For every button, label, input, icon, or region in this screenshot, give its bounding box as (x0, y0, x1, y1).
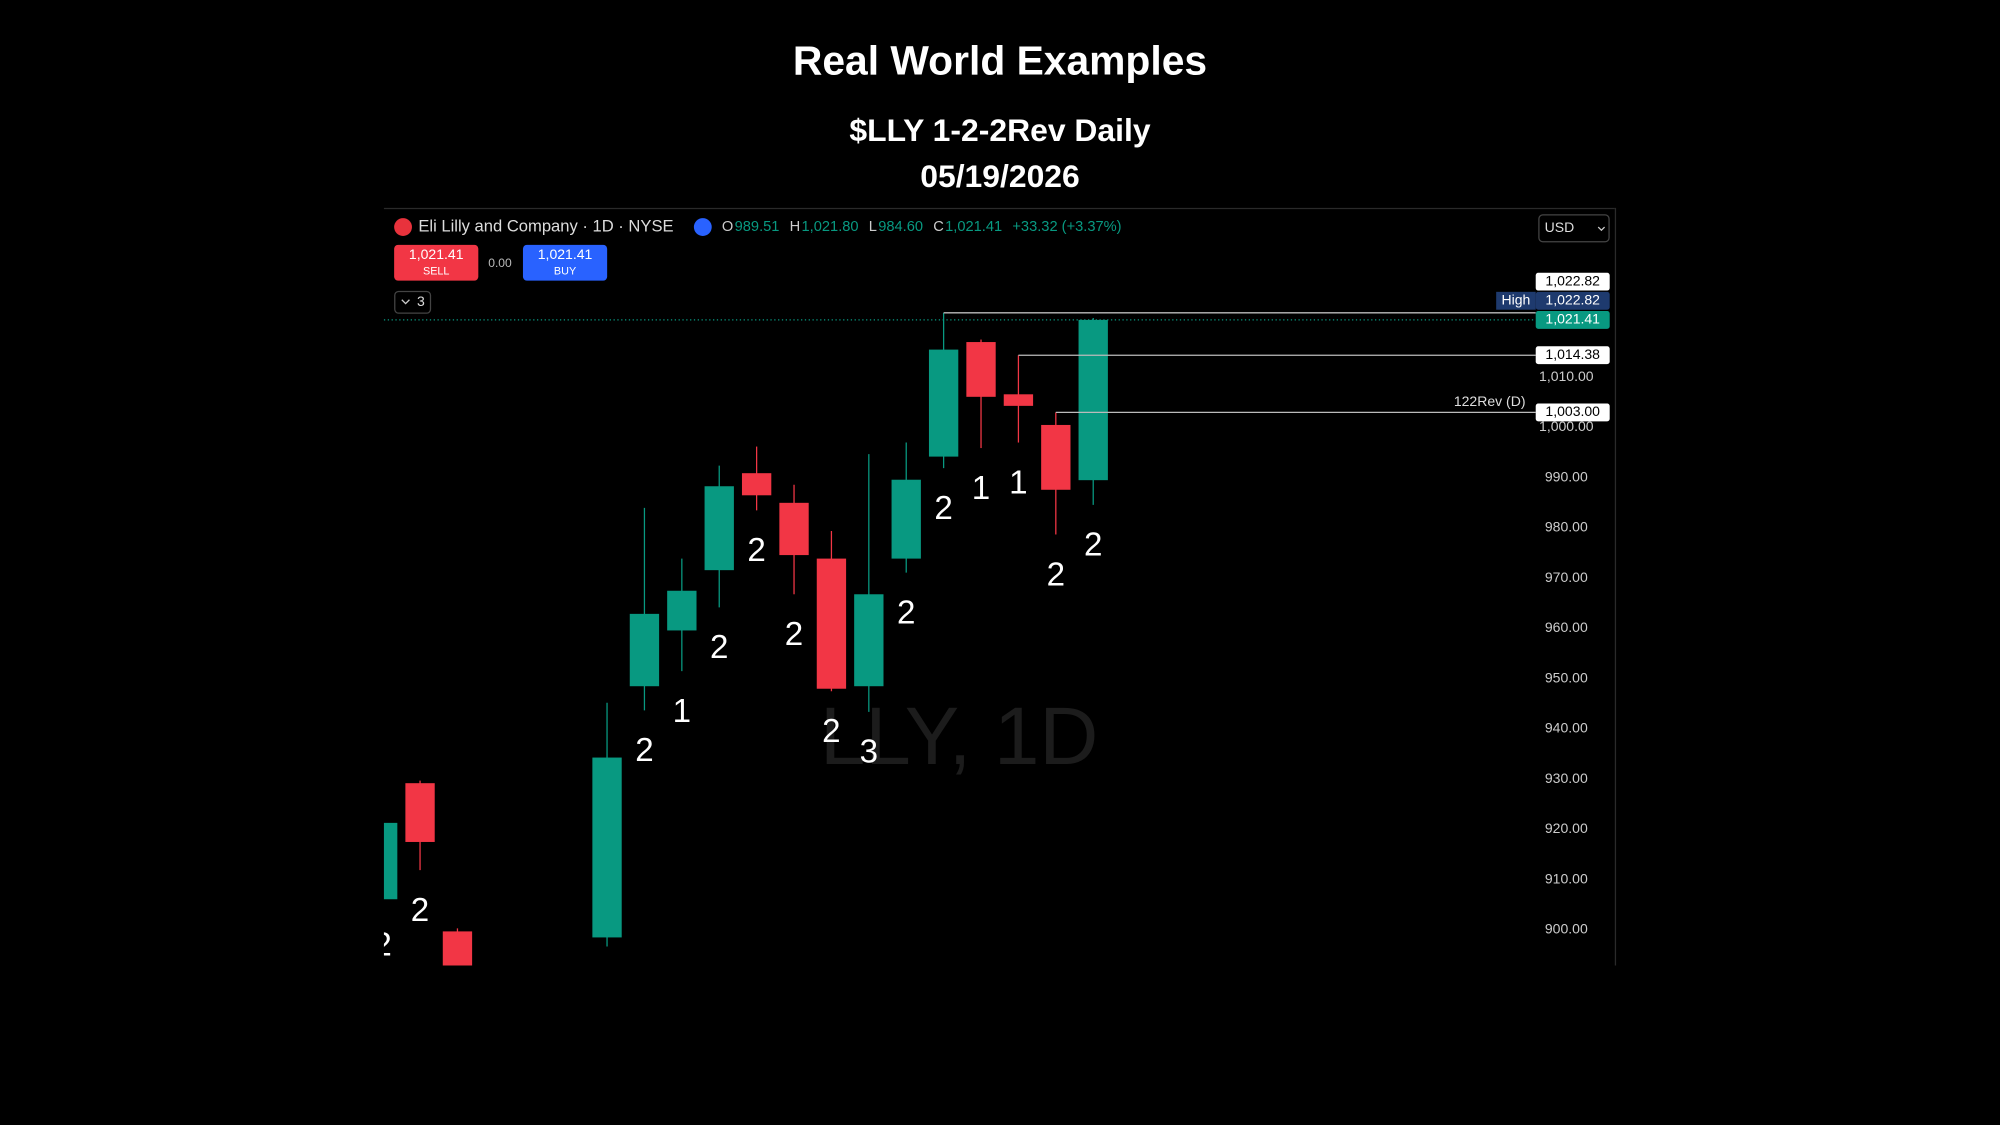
candle-body (816, 558, 847, 689)
y-tick-label: 980.00 (1545, 519, 1588, 535)
y-tick-label: 940.00 (1545, 720, 1588, 736)
y-tick-label: 920.00 (1545, 820, 1588, 836)
symbol: Eli Lilly and Company · 1D · NYSE (418, 216, 673, 235)
y-tick-label: 990.00 (1545, 468, 1588, 484)
strat-label: 2 (373, 927, 391, 964)
strat-label: 2 (635, 732, 653, 769)
strat-label: 2 (785, 616, 803, 653)
sell-label: SELL (423, 266, 450, 278)
toggle-box[interactable] (394, 290, 432, 314)
candle-body (704, 486, 734, 571)
level-label: 1,021.41 (1545, 311, 1600, 327)
y-tick-label: 1,000.00 (1539, 418, 1594, 434)
y-tick-label: 930.00 (1545, 770, 1588, 786)
strat-label: 2 (1047, 556, 1065, 593)
candle-body (592, 757, 622, 938)
ohlc-key: C (933, 219, 944, 235)
candle-body (854, 594, 884, 687)
ohlc-key: H (790, 219, 801, 235)
candle-body (779, 502, 809, 556)
candle-body (629, 613, 660, 687)
watermark: LLY, 1D (820, 691, 1098, 782)
spread: 0.00 (488, 256, 512, 270)
strat-label: 2 (411, 892, 429, 929)
level-label: 1,022.82 (1545, 291, 1600, 307)
ohlc-key: O (722, 219, 733, 235)
level-box (1535, 310, 1610, 329)
logo (394, 218, 412, 236)
sell-box[interactable] (394, 244, 479, 281)
candle-body (1041, 424, 1071, 490)
candle-body (442, 931, 473, 966)
candle-body (891, 479, 921, 559)
currency-select[interactable]: USD (1538, 214, 1610, 243)
buy-box[interactable] (522, 244, 608, 281)
strat-label: 2 (822, 713, 840, 750)
strat-label: 2 (1084, 527, 1102, 564)
ohlc-value: 1,021.41 (945, 219, 1002, 235)
replay-icon[interactable] (693, 218, 712, 236)
candle-body (928, 349, 959, 457)
level-name: 122Rev (D) (1454, 393, 1526, 409)
strat-label: 3 (860, 734, 878, 771)
strat-label: 1 (1009, 464, 1027, 501)
slide-subtitle: $LLY 1-2-2Rev Daily (849, 112, 1150, 148)
slide-date: 05/19/2026 (920, 158, 1080, 194)
strat-label: 1 (972, 470, 990, 507)
y-tick-label: 950.00 (1545, 669, 1588, 685)
level-box (1535, 403, 1610, 422)
level-box (1535, 291, 1610, 310)
change: +33.32 (+3.37%) (1012, 219, 1121, 235)
candle-body (1078, 319, 1108, 481)
level-name-box (1496, 291, 1536, 310)
level-name: High (1502, 291, 1531, 307)
level-box (1535, 272, 1610, 291)
y-tick-label: 900.00 (1545, 921, 1588, 937)
level-label: 1,003.00 (1545, 403, 1600, 419)
plot: 222122223221122 (373, 312, 1108, 966)
strat-label: 2 (710, 629, 728, 666)
y-tick-label: 960.00 (1545, 619, 1588, 635)
candle-body (667, 590, 697, 631)
sell-button[interactable]: 1,021.41 SELL (394, 244, 479, 281)
price-axis: 900.00 910.00 920.00 930.00 940.00 950.00 960.… (1539, 368, 1594, 937)
level-label: 1,014.38 (1545, 346, 1600, 362)
y-tick-label: 1,010.00 (1539, 368, 1594, 384)
candle-body (383, 822, 398, 900)
chevron (1597, 226, 1606, 232)
strat-label: 2 (897, 595, 915, 632)
ohlc-value: 1,021.80 (802, 219, 859, 235)
y-tick-label: 970.00 (1545, 569, 1588, 585)
buy-button[interactable]: 1,021.41 BUY (522, 244, 608, 281)
strat-label: 1 (673, 693, 691, 730)
buy-label: BUY (554, 266, 576, 278)
level-label: 1,022.82 (1545, 272, 1600, 288)
indicator-toggle[interactable]: 3 (394, 290, 432, 314)
candle-body (966, 342, 996, 397)
chart-frame (383, 207, 1617, 966)
currency: USD (1545, 219, 1575, 235)
level-box (1535, 346, 1610, 365)
slide-title: Real World Examples (793, 38, 1207, 84)
ohlc-key: L (869, 219, 877, 235)
strat-label: 2 (934, 490, 952, 527)
sell-price: 1,021.41 (409, 246, 464, 262)
levels: 1,022.82 1,022.82 High 1,021.41 1,014.38 1,00… (383, 272, 1610, 422)
candle-body (405, 783, 435, 842)
chevron (401, 299, 410, 305)
candle-body (741, 473, 772, 496)
ohlc-header: O989.51 H1,021.80 L984.60 C1,021.41 +33.32 (… (722, 219, 1122, 235)
buy-price: 1,021.41 (538, 246, 593, 262)
ohlc-value: 989.51 (735, 219, 780, 235)
candle-body (1003, 394, 1034, 406)
currency-box[interactable] (1538, 214, 1610, 243)
y-tick-label: 910.00 (1545, 870, 1588, 886)
ohlc-value: 984.60 (878, 219, 923, 235)
indicator-count: 3 (417, 293, 425, 309)
strat-label: 2 (747, 532, 765, 569)
